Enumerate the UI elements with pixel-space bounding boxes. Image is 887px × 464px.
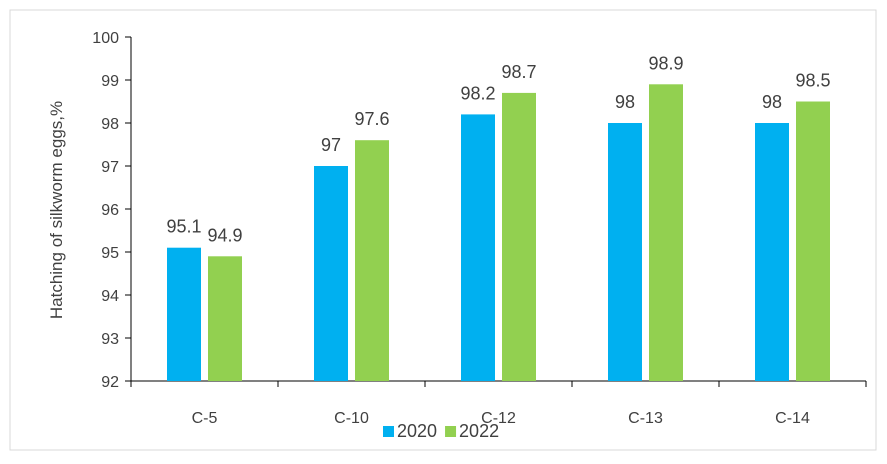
data-label: 98 [615,92,635,112]
x-axis: C-5 C-10 C-12 C-13 C-14 [130,380,867,427]
y-tick-label: 92 [101,374,119,391]
bar-2022-C-10 [355,140,389,381]
bar-2020-C-13 [608,123,642,381]
y-tick-label: 94 [101,288,119,305]
legend-swatch-2020 [383,426,394,437]
data-label: 98 [762,92,782,112]
y-tick-label: 95 [101,245,119,262]
chart-frame [9,9,877,451]
y-axis: 92 93 94 95 96 97 98 99 100 [92,30,132,391]
legend: 2020 2022 [383,421,499,441]
x-tick-label: C-10 [334,410,369,427]
x-tick-label: C-14 [775,410,810,427]
bar-2022-C-12 [502,92,536,382]
y-tick-label: 99 [101,73,119,90]
y-tick-label: 98 [101,116,119,133]
data-label: 94.9 [207,225,242,245]
y-tick-label: 97 [101,159,119,176]
bars [167,84,830,382]
data-label: 95.1 [166,217,201,237]
legend-swatch-2022 [445,426,457,437]
bar-2022-C-13 [649,84,683,382]
x-tick-label: C-13 [628,410,663,427]
bar-2022-C-14 [796,101,830,381]
data-label: 98.2 [460,83,495,103]
legend-label: 2022 [459,421,499,441]
data-label: 97 [321,135,341,155]
data-label: 98.7 [501,62,536,82]
x-tick-label: C-5 [192,410,218,427]
y-tick-label: 93 [101,331,119,348]
bar-2020-C-5 [167,247,201,381]
data-label: 97.6 [354,109,389,129]
bar-2020-C-10 [314,166,348,381]
y-axis-title: Hatching of silkworm eggs,% [47,101,66,319]
data-label: 98.9 [648,53,683,73]
bar-2020-C-14 [755,123,789,381]
x-tick-label: C-12 [481,410,516,427]
data-labels: 95.1 97 98.2 98 98 94.9 97.6 98.7 98.9 98.5 [166,53,830,245]
data-label: 98.5 [795,71,830,91]
legend-label: 2020 [397,421,437,441]
bar-2022-C-5 [208,256,242,381]
bar-2020-C-12 [461,114,495,382]
y-tick-label: 96 [101,202,119,219]
y-tick-label: 100 [92,30,119,47]
